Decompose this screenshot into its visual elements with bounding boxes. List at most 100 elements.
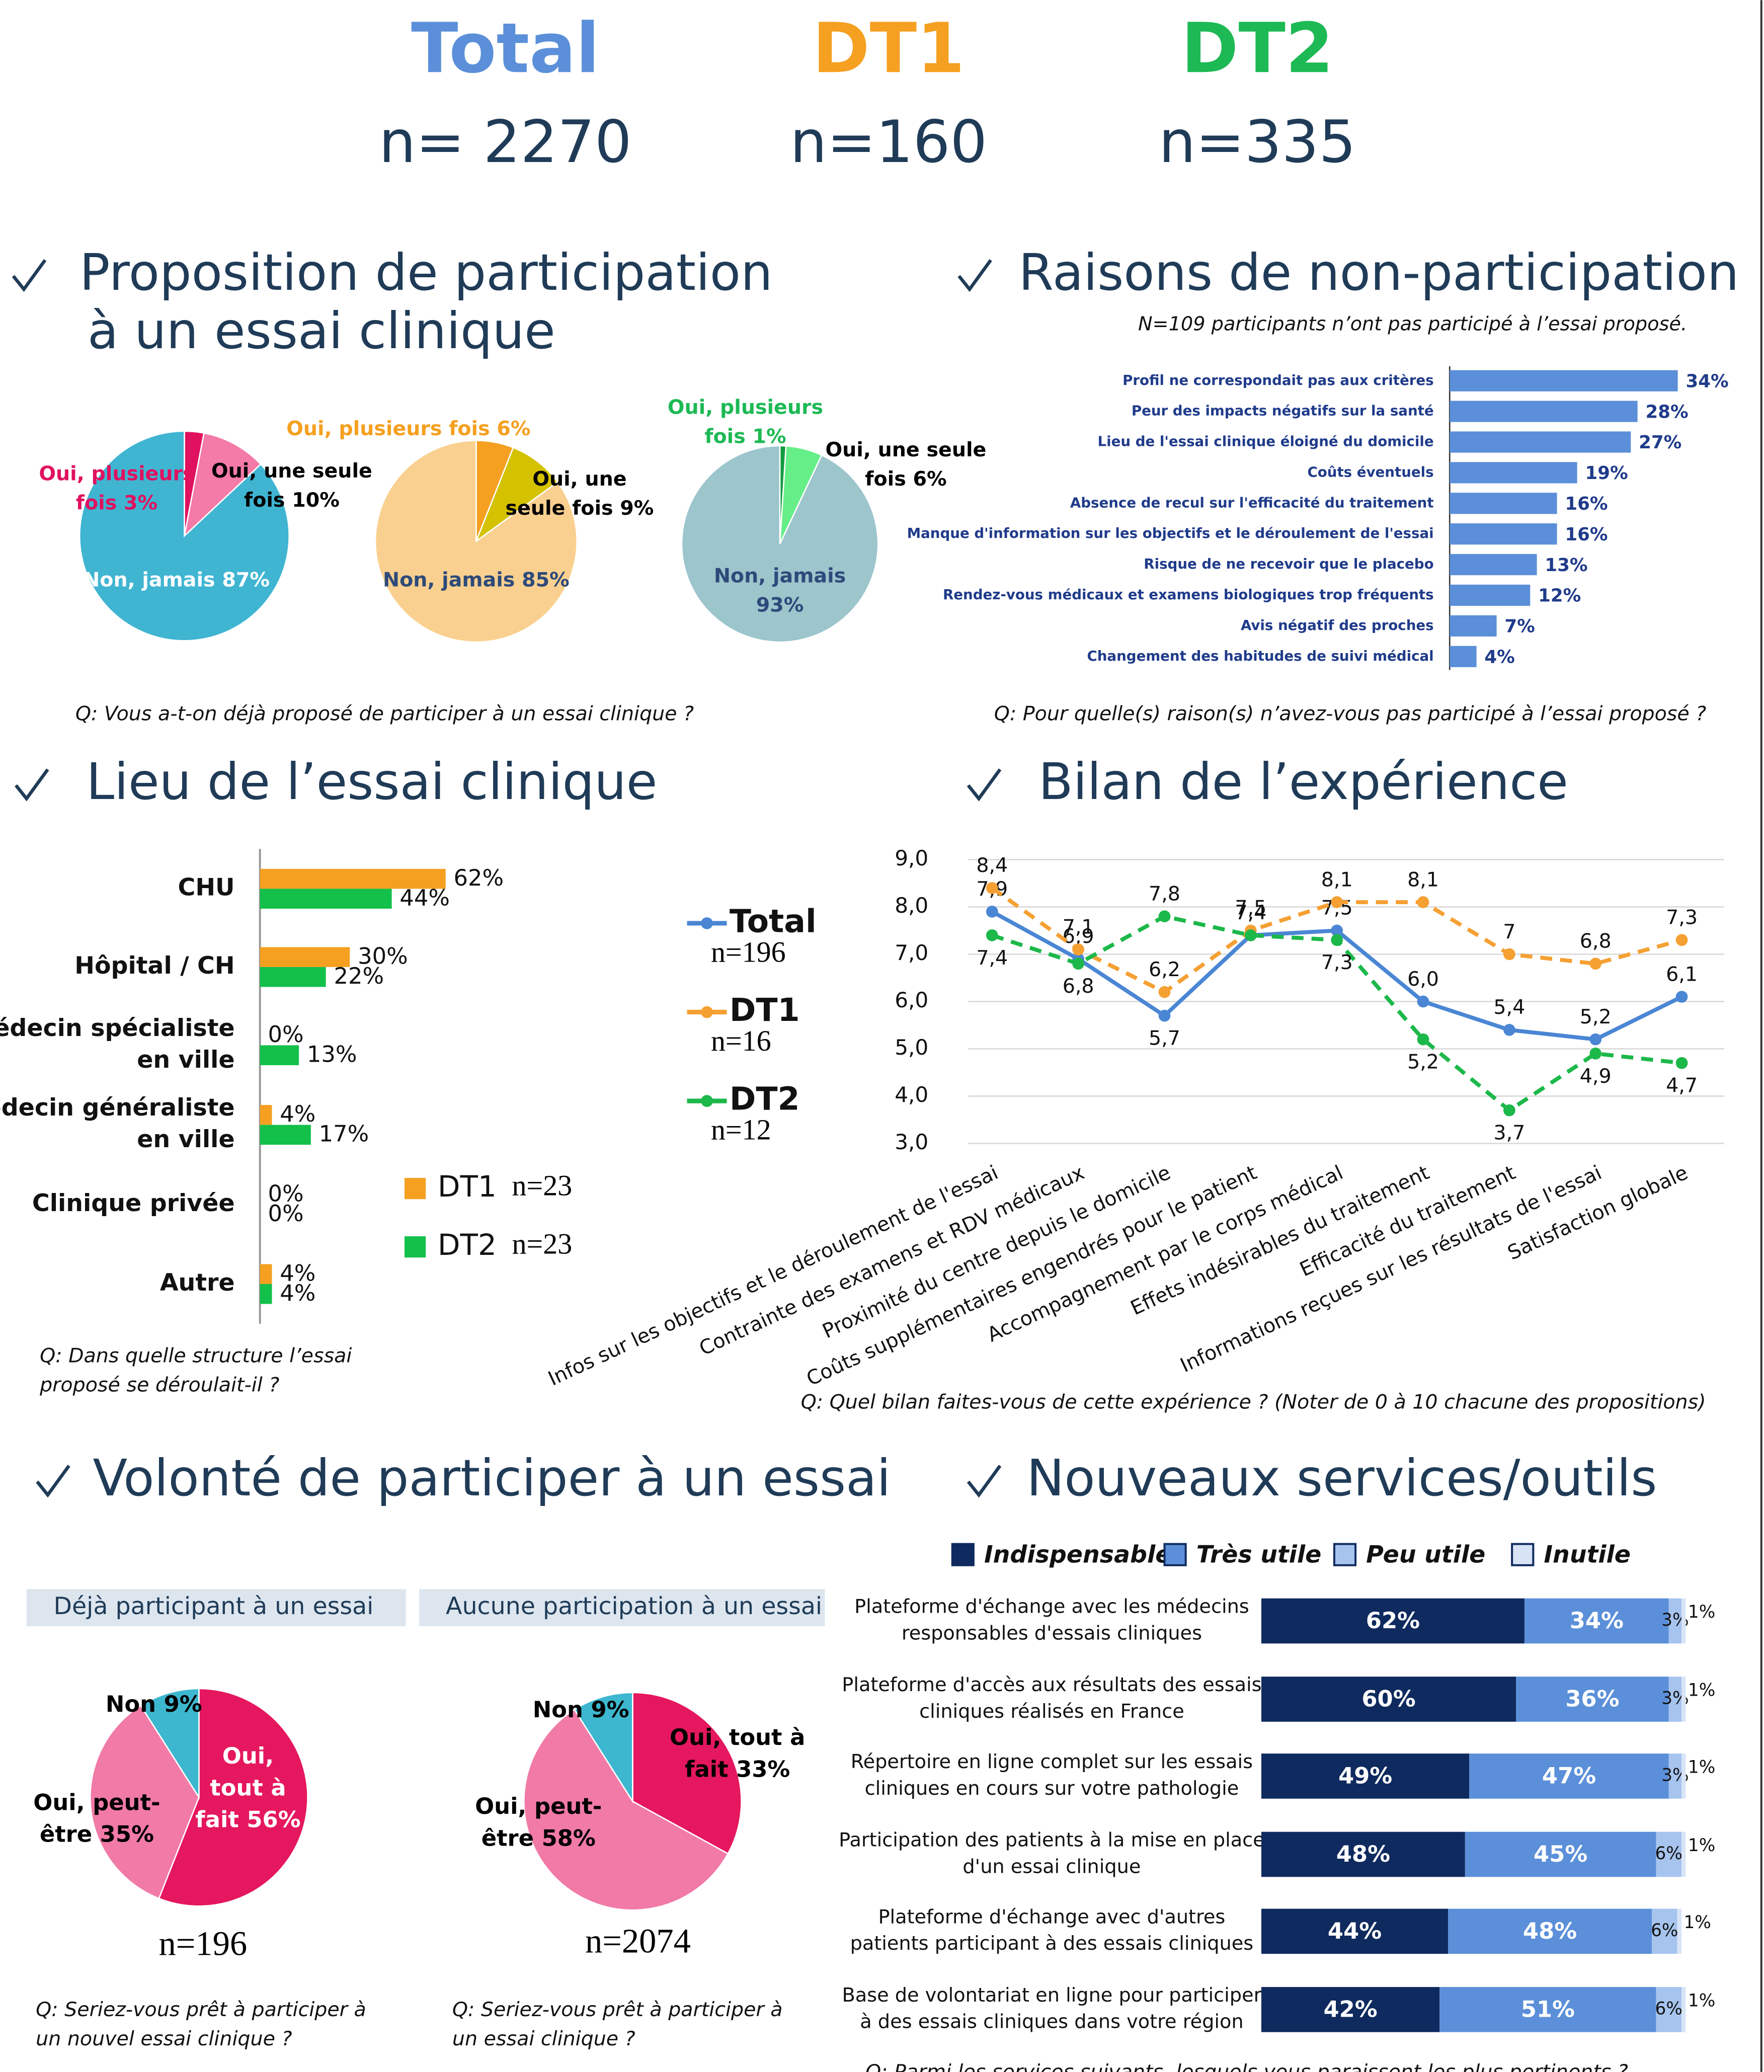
value-label: 6% (1651, 1921, 1678, 1941)
bar (260, 1284, 272, 1304)
series-point (1589, 1048, 1602, 1060)
series-point (1503, 1104, 1515, 1117)
slice-label: Non 9% (533, 1696, 629, 1723)
value-label: 48% (1336, 1841, 1390, 1867)
value-label: 42% (1323, 1996, 1377, 2023)
value-label: 16% (1565, 494, 1608, 514)
slice-label: fois 1% (704, 425, 786, 448)
value-label: 6% (1655, 1844, 1682, 1864)
bar (1450, 462, 1577, 484)
category-label: cliniques en cours sur votre pathologie (865, 1778, 1239, 1800)
bar (260, 1105, 272, 1125)
category-label: à des essais cliniques dans votre région (860, 2011, 1243, 2033)
section-title: Bilan de l’expérience (1038, 752, 1568, 811)
value-label: 47% (1542, 1763, 1596, 1789)
bar (1450, 646, 1477, 667)
group-name: Total (411, 9, 599, 89)
value-label: 34% (1570, 1607, 1624, 1634)
slice-label: Oui, une (532, 467, 626, 491)
value-label: 4% (280, 1280, 315, 1306)
question: Q: Seriez-vous prêt à participer à (36, 1998, 366, 2021)
value-label: 0% (268, 1200, 303, 1227)
bar-segment (1469, 1754, 1669, 1799)
value-label: 48% (1523, 1918, 1577, 1944)
legend-swatch (405, 1236, 426, 1258)
question: Q: Vous a-t-on déjà proposé de participe… (75, 702, 694, 726)
question: Q: Quel bilan faites-vous de cette expér… (801, 1391, 1706, 1414)
value-label: 6,8 (1580, 930, 1612, 953)
legend-point (701, 917, 713, 929)
category-label: Avis négatif des proches (1241, 617, 1434, 633)
section-title: Nouveaux services/outils (1026, 1449, 1657, 1507)
bar-segment (1261, 1754, 1470, 1799)
series-point (1589, 958, 1602, 970)
category-label: cliniques réalisés en France (919, 1701, 1184, 1723)
value-label: 5,4 (1493, 996, 1525, 1019)
value-label: 7,3 (1321, 951, 1353, 974)
category-label: Clinique privée (32, 1189, 235, 1217)
legend-swatch (405, 1178, 426, 1200)
category-label: Autre (160, 1269, 235, 1297)
value-label: 19% (1585, 463, 1628, 484)
series-point (1417, 896, 1429, 908)
legend-swatch (1163, 1543, 1187, 1566)
value-label: 36% (1565, 1686, 1619, 1712)
legend-n: n=16 (711, 1024, 771, 1057)
pie-slice (632, 1692, 742, 1855)
value-label: 8,4 (976, 854, 1008, 877)
bar (260, 1045, 299, 1065)
bar-segment (1677, 1908, 1682, 1954)
value-label: 45% (1534, 1841, 1587, 1867)
value-label: 60% (1361, 1686, 1415, 1712)
value-label: 5,2 (1580, 1005, 1612, 1028)
category-label: Plateforme d'échange avec d'autres (878, 1906, 1225, 1929)
value-label: 4% (280, 1100, 315, 1127)
series-point (1072, 943, 1085, 955)
legend-swatch (1511, 1543, 1535, 1566)
question: Q: Parmi les services suivants, lesquels… (865, 2060, 1628, 2072)
bar (1450, 431, 1631, 453)
check-icon (967, 1465, 1002, 1498)
section-title: à un essai clinique (88, 301, 555, 360)
group-name: DT2 (1181, 9, 1334, 89)
value-label: 6,1 (1666, 963, 1698, 986)
legend-label: DT2 (438, 1228, 497, 1262)
category-label: Peur des impacts négatifs sur la santé (1132, 403, 1434, 419)
section-title: Proposition de participation (79, 243, 772, 302)
value-label: 7,8 (1149, 883, 1180, 906)
value-label: 4,7 (1666, 1074, 1698, 1097)
category-label: Manque d'information sur les objectifs e… (907, 525, 1434, 541)
value-label: 7,4 (1235, 901, 1266, 924)
slice-label: Non, jamais (714, 564, 846, 587)
pie-slice (573, 1692, 633, 1804)
bar (1450, 554, 1537, 576)
check-icon (36, 1465, 70, 1498)
bar-segment (1524, 1598, 1669, 1644)
slice-label: être 35% (40, 1821, 154, 1848)
legend-swatch (951, 1543, 975, 1566)
pie-slice (523, 1708, 729, 1911)
y-tick-label: 5,0 (895, 1035, 928, 1060)
bar-segment (1465, 1831, 1656, 1877)
slice-label: Oui, peut- (475, 1793, 602, 1819)
legend-swatch (1333, 1543, 1357, 1566)
legend-label: Inutile (1544, 1541, 1631, 1568)
pie-heading: Déjà participant à un essai (53, 1592, 373, 1620)
value-label: 13% (307, 1041, 357, 1068)
value-label: 6% (1655, 1999, 1682, 2019)
series-point (1503, 1024, 1515, 1036)
series-point (1675, 934, 1688, 946)
category-label: Rendez-vous médicaux et examens biologiq… (943, 586, 1434, 603)
bar (1450, 523, 1557, 545)
group-n: n= 2270 (379, 108, 632, 176)
bar-segment (1681, 1987, 1686, 2032)
category-label: Profil ne correspondait pas aux critères (1122, 372, 1433, 388)
y-tick-label: 4,0 (895, 1082, 928, 1107)
pie-slice (183, 432, 262, 538)
slice-label: fois 6% (865, 467, 946, 491)
pie-heading-box (419, 1589, 825, 1627)
slice-label: Oui, peut- (33, 1789, 160, 1815)
pie-slice (681, 445, 879, 643)
slice-label: tout à (210, 1774, 286, 1801)
series-point (986, 882, 998, 894)
